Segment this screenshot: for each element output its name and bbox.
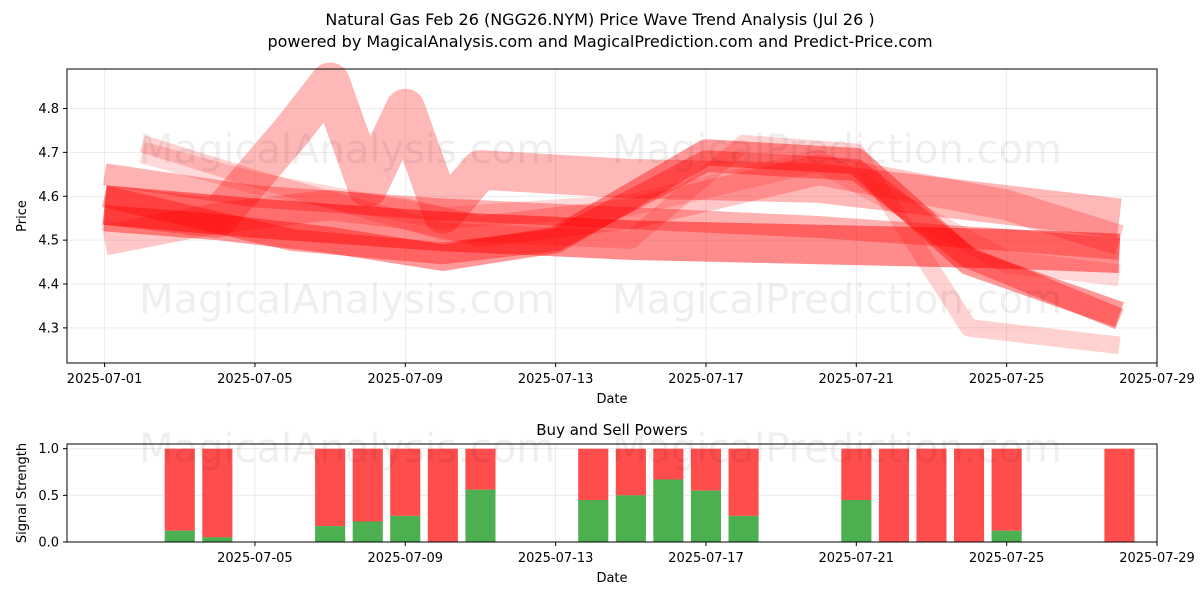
- price-x-tick-label: 2025-07-09: [367, 372, 443, 387]
- signal-y-tick-label: 1.0: [38, 442, 59, 457]
- buy-bar: [615, 495, 646, 542]
- buy-bar: [465, 489, 496, 542]
- buy-bar: [841, 500, 872, 542]
- buy-bar: [352, 521, 383, 542]
- sell-bar: [878, 448, 909, 542]
- buy-bar: [202, 537, 233, 542]
- sell-bar: [653, 448, 684, 480]
- price-x-tick-label: 2025-07-25: [969, 372, 1045, 387]
- price-plot-frame: [66, 68, 1158, 364]
- price-wave-band-3: [102, 150, 1124, 330]
- sell-bar: [352, 448, 383, 522]
- price-wave-band-1: [102, 185, 1121, 274]
- sell-bar: [390, 448, 421, 516]
- watermark-analysis-bottom: MagicalAnalysis.com: [139, 426, 555, 472]
- sell-bar: [1104, 448, 1135, 542]
- price-x-tick-label: 2025-07-29: [1119, 372, 1195, 387]
- watermark-prediction-top-1: MagicalPrediction.com: [612, 127, 1062, 173]
- signal-y-ticks: 0.0 0.5 1.0: [38, 442, 67, 551]
- signal-y-axis-label: Signal Strength: [15, 443, 30, 543]
- signal-x-tick-label: 2025-07-09: [367, 551, 443, 566]
- signal-x-axis-label: Date: [596, 571, 627, 586]
- sell-bar: [202, 448, 233, 538]
- price-x-tick-label: 2025-07-13: [518, 372, 594, 387]
- price-y-tick-label: 4.3: [38, 321, 59, 336]
- sell-bar: [690, 448, 721, 491]
- signal-x-ticks: 2025-07-05 2025-07-09 2025-07-13 2025-07-17…: [217, 542, 1195, 566]
- buy-bar: [991, 530, 1022, 542]
- buy-bar: [653, 479, 684, 542]
- sell-bar: [954, 448, 985, 542]
- price-wave-band-4: [103, 163, 1121, 260]
- signal-x-tick-label: 2025-07-21: [819, 551, 895, 566]
- price-x-axis-label: Date: [596, 392, 627, 407]
- sell-bar: [427, 448, 458, 542]
- price-y-tick-label: 4.6: [38, 190, 59, 205]
- price-x-tick-label: 2025-07-05: [217, 372, 293, 387]
- buy-bar: [315, 526, 346, 542]
- signal-y-tick-label: 0.0: [38, 536, 59, 551]
- sell-bar: [465, 448, 496, 490]
- price-wave-band-2: [103, 139, 1124, 328]
- price-wave-bands: [101, 62, 1124, 355]
- signal-x-tick-label: 2025-07-05: [217, 551, 293, 566]
- figure-title-line1: Natural Gas Feb 26 (NGG26.NYM) Price Wav…: [325, 10, 874, 29]
- price-y-axis-label: Price: [15, 200, 30, 232]
- watermark-prediction-top-2: MagicalPrediction.com: [612, 277, 1062, 323]
- buy-bar: [390, 515, 421, 542]
- price-plot-area: [67, 69, 1157, 363]
- watermark-prediction-bottom: MagicalPrediction.com: [612, 426, 1062, 472]
- sell-bar: [164, 448, 195, 531]
- price-wave-band-8: [139, 141, 1121, 287]
- price-x-tick-label: 2025-07-17: [668, 372, 744, 387]
- signal-bars: [164, 448, 1135, 542]
- signal-chart-title: Buy and Sell Powers: [536, 421, 688, 439]
- price-x-tick-label: 2025-07-21: [819, 372, 895, 387]
- signal-chart: Buy and Sell Powers MagicalAnalysis.com …: [15, 421, 1195, 586]
- sell-bar: [315, 448, 346, 527]
- price-y-tick-label: 4.4: [38, 278, 59, 293]
- sell-bar: [578, 448, 609, 500]
- watermark-analysis-top-1: MagicalAnalysis.com: [139, 127, 555, 173]
- sell-bar: [991, 448, 1022, 531]
- signal-x-tick-label: 2025-07-25: [969, 551, 1045, 566]
- price-y-tick-label: 4.7: [38, 146, 59, 161]
- price-y-tick-label: 4.8: [38, 102, 59, 117]
- watermark-analysis-top-2: MagicalAnalysis.com: [139, 277, 555, 323]
- buy-bar: [164, 530, 195, 542]
- signal-y-tick-label: 0.5: [38, 489, 59, 504]
- signal-plot-frame: [66, 443, 1158, 543]
- sell-bar: [615, 448, 646, 496]
- signal-x-tick-label: 2025-07-13: [518, 551, 594, 566]
- price-x-tick-label: 2025-07-01: [67, 372, 143, 387]
- price-wave-band-5: [101, 154, 1124, 256]
- price-x-ticks: 2025-07-01 2025-07-05 2025-07-09 2025-07-13…: [67, 363, 1195, 387]
- price-wave-band-7: [139, 134, 1121, 355]
- signal-x-tick-label: 2025-07-17: [668, 551, 744, 566]
- sell-bar: [916, 448, 947, 542]
- signal-x-tick-label: 2025-07-29: [1119, 551, 1195, 566]
- price-chart: MagicalAnalysis.com MagicalPrediction.co…: [15, 62, 1195, 407]
- buy-bar: [728, 515, 759, 542]
- sell-bar: [728, 448, 759, 516]
- figure-title-line2: powered by MagicalAnalysis.com and Magic…: [267, 32, 932, 51]
- sell-bar: [841, 448, 872, 500]
- price-wave-band-6: [102, 62, 1122, 238]
- price-y-ticks: 4.3 4.4 4.5 4.6 4.7 4.8: [38, 102, 67, 336]
- buy-bar: [690, 490, 721, 542]
- buy-bar: [578, 500, 609, 542]
- price-y-tick-label: 4.5: [38, 234, 59, 249]
